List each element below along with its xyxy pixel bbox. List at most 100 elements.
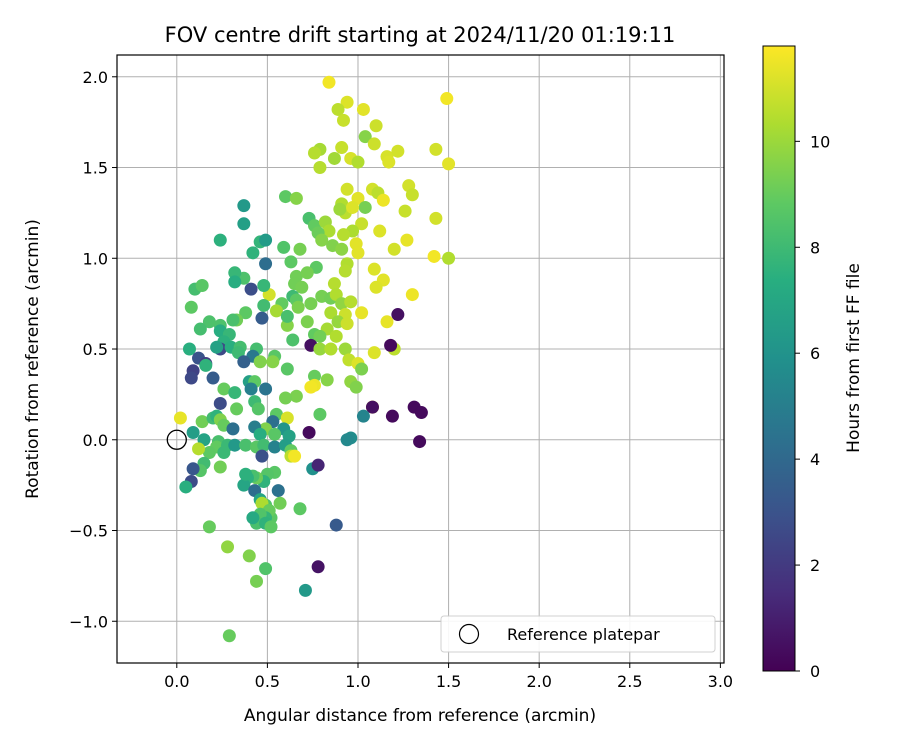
data-point <box>280 318 294 332</box>
data-point <box>327 151 341 165</box>
y-tick-label: 2.0 <box>83 68 108 87</box>
data-point <box>367 262 381 276</box>
data-point <box>280 309 294 323</box>
colorbar-tick-label: 10 <box>810 132 830 151</box>
data-point <box>391 144 405 158</box>
x-tick-label: 0.0 <box>164 672 189 691</box>
data-point <box>237 478 251 492</box>
data-point <box>405 288 419 302</box>
data-point <box>286 333 300 347</box>
x-tick-label: 2.5 <box>617 672 642 691</box>
data-point <box>327 277 341 291</box>
legend-marker-icon <box>458 623 480 645</box>
colorbar: 0 2 4 6 8 10 Hours from first FF file <box>762 45 864 681</box>
data-point <box>199 358 213 372</box>
data-point <box>253 427 267 441</box>
data-point <box>313 329 327 343</box>
data-point <box>349 380 363 394</box>
x-axis-label: Angular distance from reference (arcmin) <box>244 706 596 726</box>
data-point <box>384 338 398 352</box>
data-point <box>244 282 258 296</box>
data-point <box>202 445 216 459</box>
data-point <box>311 458 325 472</box>
data-point <box>257 298 271 312</box>
data-point <box>226 313 240 327</box>
data-point <box>358 200 372 214</box>
data-point <box>239 306 253 320</box>
data-point <box>277 240 291 254</box>
data-point <box>264 520 278 534</box>
colorbar-tick-label: 2 <box>810 556 820 575</box>
data-point <box>239 467 253 481</box>
data-points <box>173 75 456 643</box>
colorbar-label: Hours from first FF file <box>844 263 864 453</box>
data-point <box>298 583 312 597</box>
data-point <box>400 233 414 247</box>
data-point <box>253 355 267 369</box>
x-tick-label: 2.0 <box>526 672 551 691</box>
data-point <box>221 540 235 554</box>
data-point <box>222 629 236 643</box>
data-point <box>324 342 338 356</box>
data-point <box>257 278 271 292</box>
data-point <box>239 438 253 452</box>
data-point <box>308 369 322 383</box>
data-point <box>351 155 365 169</box>
y-axis-label: Rotation from reference (arcmin) <box>23 219 43 499</box>
y-axis-ticks: −1.0 −0.5 0.0 0.5 1.0 1.5 2.0 <box>69 68 117 631</box>
x-axis-ticks: 0.0 0.5 1.0 1.5 2.0 2.5 3.0 <box>164 663 733 691</box>
data-point <box>380 315 394 329</box>
data-point <box>246 246 260 260</box>
data-point <box>324 306 338 320</box>
data-point <box>304 297 318 311</box>
data-point <box>217 382 231 396</box>
data-point <box>442 157 456 171</box>
x-tick-label: 3.0 <box>708 672 733 691</box>
data-point <box>226 422 240 436</box>
y-tick-label: −1.0 <box>69 612 108 631</box>
data-point <box>259 562 273 576</box>
data-point <box>213 233 227 247</box>
data-point <box>320 373 334 387</box>
data-point <box>242 549 256 563</box>
data-point <box>195 415 209 429</box>
data-point <box>346 200 360 214</box>
colorbar-tick-label: 6 <box>810 344 820 363</box>
y-tick-label: 1.5 <box>83 159 108 178</box>
legend-label: Reference platepar <box>507 625 660 644</box>
data-point <box>237 199 251 213</box>
data-point <box>289 389 303 403</box>
data-point <box>344 295 358 309</box>
data-point <box>311 560 325 574</box>
data-point <box>179 480 193 494</box>
data-point <box>333 202 347 216</box>
x-tick-label: 1.0 <box>345 672 370 691</box>
data-point <box>230 402 244 416</box>
data-point <box>308 146 322 160</box>
data-point <box>336 228 350 242</box>
data-point <box>329 329 343 343</box>
data-point <box>284 255 298 269</box>
data-point <box>279 190 293 204</box>
data-point <box>280 362 294 376</box>
data-point <box>206 371 220 385</box>
y-tick-label: 1.0 <box>83 249 108 268</box>
data-point <box>184 371 198 385</box>
data-point <box>210 340 224 354</box>
legend-box: Reference platepar <box>440 615 716 653</box>
data-point <box>186 462 200 476</box>
y-tick-label: 0.5 <box>83 340 108 359</box>
data-point <box>280 411 294 425</box>
data-point <box>289 191 303 205</box>
data-point <box>279 391 293 405</box>
data-point <box>291 300 305 314</box>
data-point <box>259 233 273 247</box>
data-point <box>255 449 269 463</box>
data-point <box>259 382 273 396</box>
colorbar-tick-label: 8 <box>810 238 820 257</box>
data-point <box>338 264 352 278</box>
data-point <box>237 355 251 369</box>
data-point <box>255 311 269 325</box>
data-point <box>414 406 428 420</box>
